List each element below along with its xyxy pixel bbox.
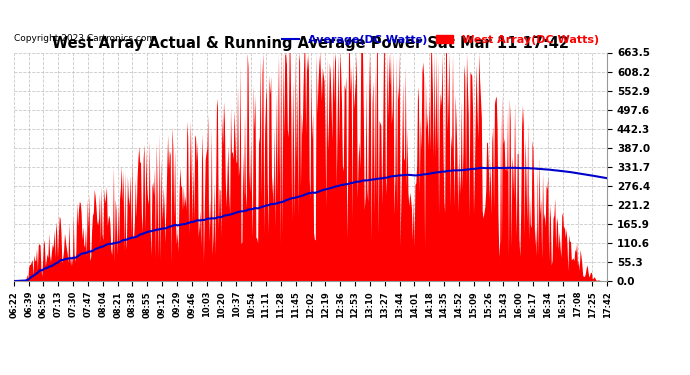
Text: Copyright 2023 Cartronics.com: Copyright 2023 Cartronics.com	[14, 34, 155, 44]
Title: West Array Actual & Running Average Power Sat Mar 11 17:42: West Array Actual & Running Average Powe…	[52, 36, 569, 51]
Legend: Average(DC Watts), West Array(DC Watts): Average(DC Watts), West Array(DC Watts)	[282, 35, 599, 45]
